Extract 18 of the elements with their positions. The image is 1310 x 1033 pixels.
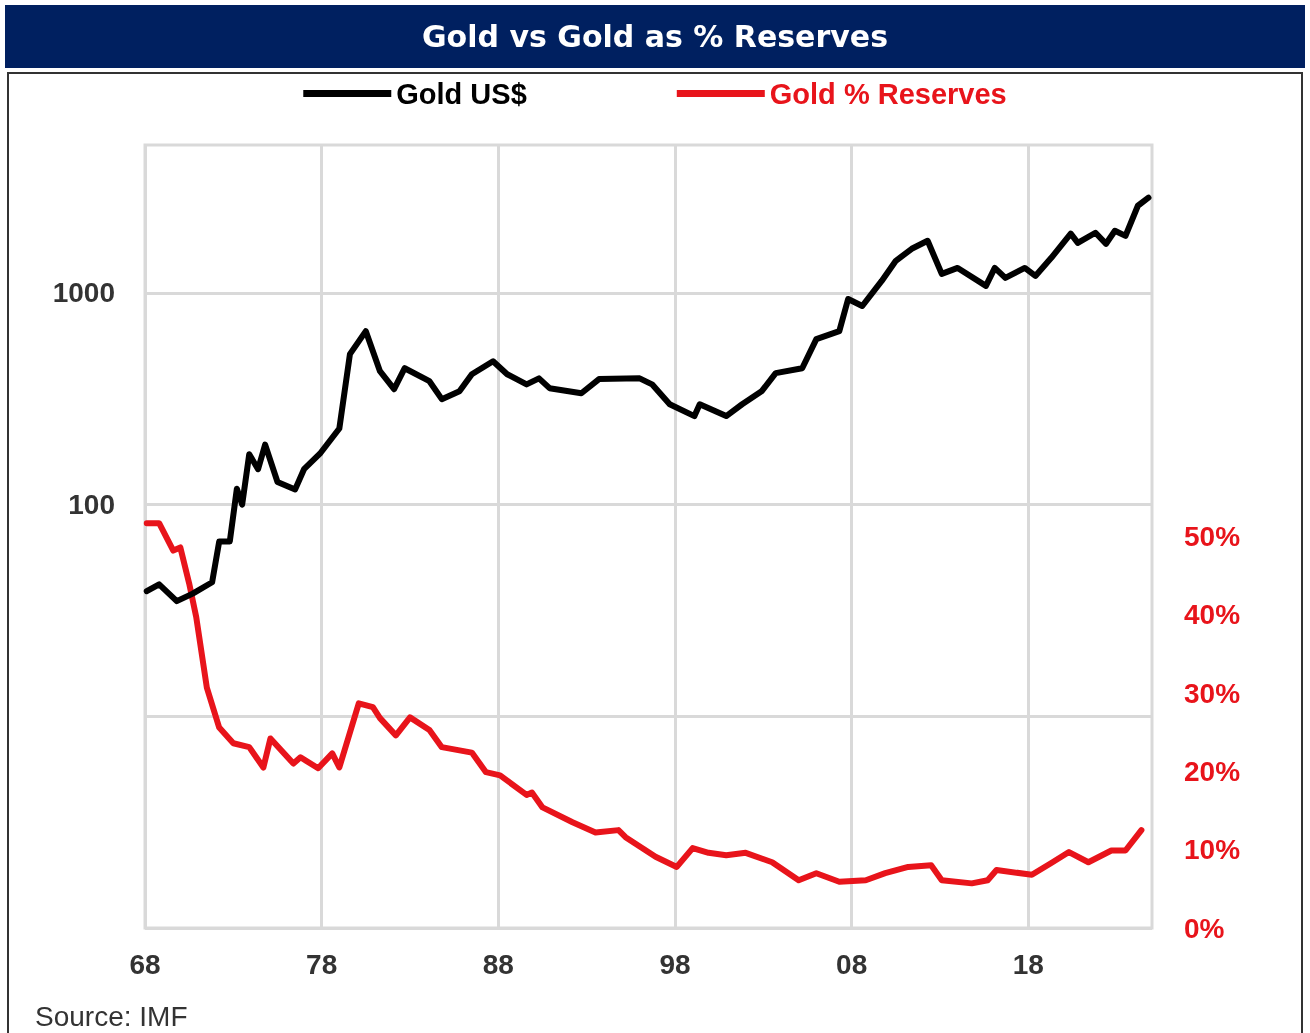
- y2-tick-label: 0%: [1184, 912, 1225, 944]
- y2-tick-label: 40%: [1184, 599, 1241, 631]
- chart-title: Gold vs Gold as % Reserves: [5, 5, 1305, 68]
- x-tick-label: 78: [306, 948, 338, 980]
- x-tick-label: 88: [482, 948, 514, 980]
- x-tick-label: 98: [659, 948, 691, 980]
- legend-label: Gold % Reserves: [769, 77, 1007, 110]
- y-tick-label: 100: [68, 489, 115, 521]
- x-tick-label: 18: [1012, 948, 1044, 980]
- y2-tick-label: 20%: [1184, 755, 1241, 787]
- y2-tick-label: 30%: [1184, 677, 1241, 709]
- source-note: Source: IMF: [35, 1001, 188, 1033]
- x-tick-label: 68: [129, 948, 161, 980]
- legend-label: Gold US$: [396, 77, 527, 110]
- y-tick-label: 1000: [52, 277, 115, 309]
- x-tick-label: 08: [836, 948, 868, 980]
- y2-tick-label: 10%: [1184, 834, 1241, 866]
- y2-tick-label: 50%: [1184, 521, 1241, 552]
